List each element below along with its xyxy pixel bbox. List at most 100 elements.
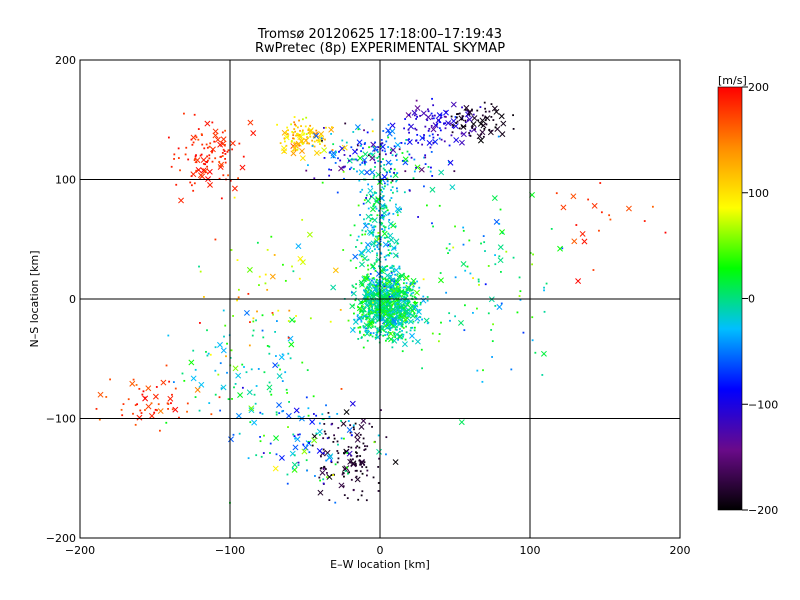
cross-marker [299, 259, 306, 266]
dot-marker [472, 113, 475, 116]
dot-marker [389, 148, 392, 151]
dot-marker [376, 254, 378, 257]
dot-marker [218, 160, 221, 163]
dot-marker [377, 237, 380, 240]
dot-marker [393, 137, 396, 140]
dot-marker [331, 149, 334, 151]
dot-marker [324, 138, 326, 141]
dot-marker [413, 296, 416, 298]
dot-marker [307, 129, 310, 132]
dot-marker [295, 134, 297, 137]
dot-marker [529, 252, 532, 254]
cross-marker [248, 405, 255, 412]
dot-marker [332, 156, 335, 159]
dot-marker [394, 154, 397, 157]
cross-marker [332, 267, 339, 274]
dot-marker [389, 288, 392, 290]
dot-marker [390, 189, 392, 192]
dot-marker [387, 213, 390, 216]
dot-marker [452, 124, 455, 127]
dot-marker [206, 329, 208, 332]
dot-marker [315, 414, 318, 417]
dot-marker [381, 228, 383, 230]
dot-marker [373, 174, 376, 177]
dot-marker [291, 467, 294, 470]
cross-marker [350, 460, 357, 467]
dot-marker [370, 214, 373, 216]
dot-marker [238, 432, 241, 435]
dot-marker [359, 455, 362, 457]
dot-marker [398, 314, 401, 317]
dot-marker [362, 333, 365, 336]
dot-marker [327, 411, 330, 414]
dot-marker [217, 373, 220, 376]
cross-marker [458, 139, 465, 146]
dot-marker [344, 470, 347, 472]
dot-marker [224, 143, 226, 146]
dot-marker [287, 352, 290, 355]
cross-marker [394, 206, 401, 212]
dot-marker [192, 349, 195, 352]
dot-marker [411, 340, 414, 343]
cross-marker [298, 138, 305, 145]
dot-marker [364, 233, 367, 236]
dot-marker [293, 137, 295, 140]
cross-marker [390, 147, 397, 153]
dot-marker [185, 146, 188, 149]
dot-marker [290, 123, 292, 126]
dot-marker [301, 361, 304, 364]
cross-marker [217, 141, 224, 148]
dot-marker [381, 308, 384, 310]
dot-marker [454, 225, 456, 228]
dot-marker [270, 393, 273, 396]
x-axis-label: E–W location [km] [330, 558, 430, 571]
cross-marker [352, 148, 358, 155]
dot-marker [363, 160, 366, 163]
dot-marker [483, 127, 486, 130]
dot-marker [292, 433, 295, 436]
cross-marker [321, 147, 328, 154]
dot-marker [292, 131, 295, 134]
dot-marker [403, 279, 405, 281]
cross-marker [278, 454, 285, 461]
cross-marker [346, 427, 353, 433]
dot-marker [362, 325, 365, 328]
dot-marker [323, 423, 326, 425]
dot-marker [339, 308, 342, 311]
dot-marker [371, 292, 374, 295]
dot-marker [208, 157, 211, 160]
cross-marker [220, 136, 227, 143]
dot-marker [362, 310, 365, 313]
dot-marker [387, 253, 390, 256]
dot-marker [299, 129, 301, 132]
dot-marker [532, 253, 534, 256]
dot-marker [293, 121, 296, 124]
dot-marker [385, 254, 388, 257]
dot-marker [531, 339, 534, 342]
dot-marker [375, 259, 378, 261]
dot-marker [401, 305, 404, 308]
dot-marker [167, 334, 170, 337]
dot-marker [325, 459, 328, 462]
dot-marker [205, 143, 208, 146]
dot-marker [227, 174, 229, 177]
dot-marker [373, 302, 376, 304]
dot-marker [389, 199, 391, 202]
dot-marker [403, 296, 406, 298]
dot-marker [306, 369, 309, 372]
dot-marker [608, 214, 611, 217]
cross-marker [292, 444, 299, 451]
dot-marker [351, 284, 354, 287]
dot-marker [374, 248, 376, 251]
dot-marker [384, 324, 387, 327]
dot-marker [286, 482, 289, 485]
cross-marker [297, 255, 304, 262]
dot-marker [225, 355, 227, 358]
dot-marker [332, 440, 335, 443]
dot-marker [293, 141, 296, 144]
cross-marker [281, 129, 288, 136]
dot-marker [349, 431, 352, 434]
dot-marker [414, 315, 417, 318]
dot-marker [360, 463, 362, 466]
